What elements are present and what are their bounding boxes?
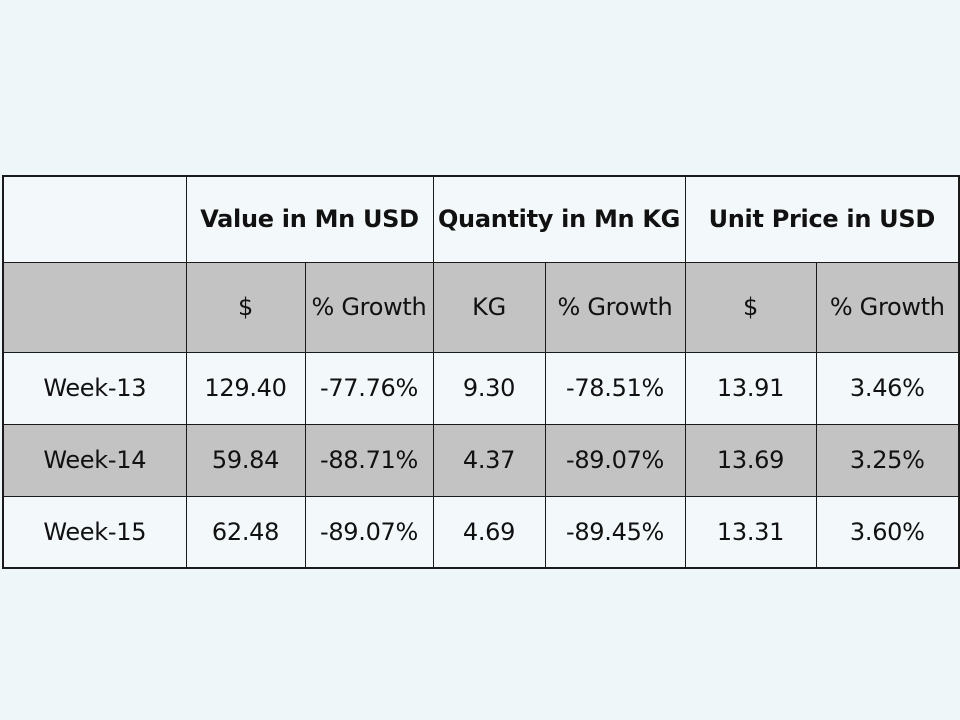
table-cell: -78.51% bbox=[544, 351, 686, 425]
table-cell: 59.84 bbox=[185, 423, 306, 497]
table-cell: 3.60% bbox=[815, 495, 960, 569]
table-row: Week-15 62.48 -89.07% 4.69 -89.45% 13.31… bbox=[2, 495, 960, 569]
sub-header-cell bbox=[2, 261, 187, 353]
weekly-trade-table: Value in Mn USD Quantity in Mn KG Unit P… bbox=[2, 175, 960, 569]
table-cell: -89.07% bbox=[304, 495, 434, 569]
row-label: Week-13 bbox=[2, 351, 187, 425]
table-cell: -77.76% bbox=[304, 351, 434, 425]
table-cell: 4.69 bbox=[432, 495, 546, 569]
group-header-value: Value in Mn USD bbox=[185, 175, 434, 263]
table-cell: 3.46% bbox=[815, 351, 960, 425]
row-label: Week-15 bbox=[2, 495, 187, 569]
sub-header-cell: % Growth bbox=[544, 261, 686, 353]
group-header-row: Value in Mn USD Quantity in Mn KG Unit P… bbox=[2, 175, 960, 263]
sub-header-row: $ % Growth KG % Growth $ % Growth bbox=[2, 261, 960, 353]
table-cell: -89.07% bbox=[544, 423, 686, 497]
sub-header-cell: % Growth bbox=[304, 261, 434, 353]
sub-header-cell: KG bbox=[432, 261, 546, 353]
sub-header-cell: $ bbox=[185, 261, 306, 353]
table-row: Week-14 59.84 -88.71% 4.37 -89.07% 13.69… bbox=[2, 423, 960, 497]
table-cell: 13.91 bbox=[684, 351, 817, 425]
table-cell: 4.37 bbox=[432, 423, 546, 497]
group-header-unit-price: Unit Price in USD bbox=[684, 175, 960, 263]
sub-header-cell: % Growth bbox=[815, 261, 960, 353]
table-cell: -88.71% bbox=[304, 423, 434, 497]
table-cell: -89.45% bbox=[544, 495, 686, 569]
table-cell: 13.69 bbox=[684, 423, 817, 497]
table-row: Week-13 129.40 -77.76% 9.30 -78.51% 13.9… bbox=[2, 351, 960, 425]
sub-header-cell: $ bbox=[684, 261, 817, 353]
table-cell: 62.48 bbox=[185, 495, 306, 569]
table-cell: 13.31 bbox=[684, 495, 817, 569]
row-label: Week-14 bbox=[2, 423, 187, 497]
table-cell: 3.25% bbox=[815, 423, 960, 497]
table-cell: 9.30 bbox=[432, 351, 546, 425]
table-cell: 129.40 bbox=[185, 351, 306, 425]
corner-cell bbox=[2, 175, 187, 263]
group-header-quantity: Quantity in Mn KG bbox=[432, 175, 686, 263]
